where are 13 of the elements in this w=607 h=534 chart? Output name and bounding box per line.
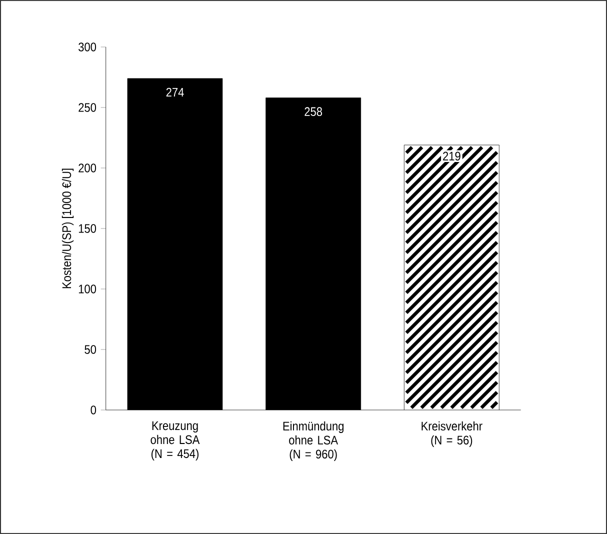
x-tick-label: Einmündung ohne LSA (N = 960) (283, 421, 344, 461)
x-tick-label: Kreuzung ohne LSA (N = 454) (150, 421, 200, 461)
y-tick-label: 250 (78, 103, 96, 112)
y-tick-label: 300 (78, 42, 96, 52)
data-label: 258 (304, 107, 322, 116)
data-label: 274 (166, 88, 184, 97)
y-axis-title: Kosten/U(SP) [1000 €/U] (62, 168, 74, 288)
y-tick-label: 200 (78, 164, 96, 172)
x-tick-label: Kreisverkehr (N = 56) (422, 421, 482, 447)
y-tick-label: 50 (84, 345, 96, 354)
y-tick-label: 100 (78, 284, 96, 294)
y-tick-label: 150 (78, 224, 96, 233)
y-tick-label: 0 (90, 406, 96, 414)
